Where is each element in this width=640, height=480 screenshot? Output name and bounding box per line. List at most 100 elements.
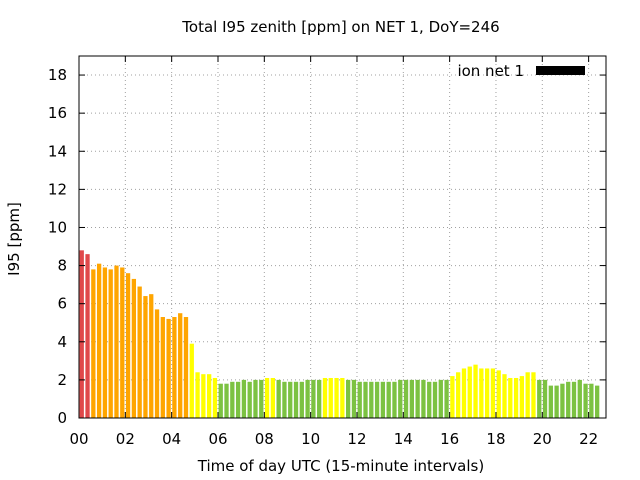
- bar: [432, 381, 438, 418]
- x-tick-label: 00: [69, 430, 88, 448]
- bar: [96, 263, 102, 418]
- bar: [583, 383, 588, 418]
- bar: [288, 381, 293, 418]
- bar: [91, 269, 96, 418]
- bar: [363, 381, 368, 418]
- bar: [317, 379, 322, 418]
- x-tick-label: 06: [208, 430, 227, 448]
- grid-lines: [79, 56, 606, 418]
- bar: [264, 377, 270, 418]
- bar: [183, 317, 189, 418]
- bar: [218, 383, 223, 418]
- legend-label: ion net 1: [457, 62, 524, 80]
- bar: [172, 317, 177, 418]
- bar: [444, 379, 449, 418]
- bar: [230, 381, 235, 418]
- x-tick-label: 02: [116, 430, 135, 448]
- bar: [247, 381, 252, 418]
- bar: [253, 379, 258, 418]
- bar: [201, 374, 206, 418]
- bar: [461, 368, 467, 418]
- bar: [293, 381, 299, 418]
- bar: [421, 379, 426, 418]
- x-tick-label: 08: [255, 430, 274, 448]
- bar: [450, 376, 455, 418]
- x-tick-label: 22: [579, 430, 598, 448]
- bar: [542, 379, 548, 418]
- bar: [537, 379, 542, 418]
- bar: [357, 381, 362, 418]
- bar: [340, 377, 345, 418]
- bar: [276, 379, 281, 418]
- bar: [380, 381, 386, 418]
- bar: [519, 376, 525, 418]
- bar: [427, 381, 432, 418]
- bar: [154, 309, 160, 418]
- bar: [369, 381, 374, 418]
- bar: [456, 372, 461, 418]
- y-tick-label: 4: [57, 333, 67, 351]
- chart-title: Total I95 zenith [ppm] on NET 1, DoY=246: [181, 18, 499, 36]
- bar: [149, 294, 154, 418]
- bar: [473, 364, 478, 418]
- bar: [386, 381, 391, 418]
- bar: [409, 379, 414, 418]
- bar: [496, 370, 501, 418]
- y-tick-label: 0: [57, 409, 67, 427]
- bar: [224, 383, 229, 418]
- bar: [566, 381, 571, 418]
- bar: [438, 379, 443, 418]
- bar: [212, 377, 218, 418]
- bar: [235, 381, 241, 418]
- bar: [345, 379, 351, 418]
- bar: [595, 385, 600, 418]
- bar: [374, 381, 380, 418]
- x-tick-label: 14: [394, 430, 413, 448]
- bar: [531, 372, 536, 418]
- bar: [305, 379, 310, 418]
- bar: [79, 250, 84, 418]
- bar: [311, 379, 316, 418]
- bar: [479, 368, 484, 418]
- y-tick-label: 16: [48, 104, 67, 122]
- bar: [108, 269, 113, 418]
- bar: [589, 383, 594, 418]
- x-tick-label: 18: [486, 430, 505, 448]
- bar: [137, 286, 142, 418]
- bar: [502, 374, 507, 418]
- bar: [513, 377, 519, 418]
- bar: [241, 379, 247, 418]
- bar: [415, 379, 420, 418]
- y-tick-label: 6: [57, 295, 67, 313]
- y-tick-label: 10: [48, 218, 67, 236]
- bar: [398, 379, 403, 418]
- bar: [102, 267, 108, 418]
- bar: [484, 368, 490, 418]
- bar: [85, 254, 90, 418]
- plot-frame: [78, 55, 607, 419]
- bar: [403, 379, 409, 418]
- bar: [571, 381, 577, 418]
- bar: [548, 385, 553, 418]
- bar: [334, 377, 339, 418]
- bar: [195, 372, 200, 418]
- x-tick-label: 20: [533, 430, 552, 448]
- bar: [322, 377, 328, 418]
- x-tick-label: 04: [162, 430, 181, 448]
- y-tick-label: 12: [48, 180, 67, 198]
- bar: [259, 379, 264, 418]
- y-tick-label: 18: [48, 66, 67, 84]
- y-tick-label: 8: [57, 257, 67, 275]
- bar: [299, 381, 304, 418]
- y-axis-label: I95 [ppm]: [5, 202, 23, 276]
- bar: [143, 296, 148, 418]
- bar: [160, 317, 165, 418]
- bar: [577, 379, 582, 418]
- bar: [351, 379, 357, 418]
- bar: [328, 377, 333, 418]
- bar: [120, 267, 125, 418]
- bar: [166, 318, 171, 418]
- bar: [490, 368, 496, 418]
- bar: [508, 377, 513, 418]
- bar: [125, 273, 131, 418]
